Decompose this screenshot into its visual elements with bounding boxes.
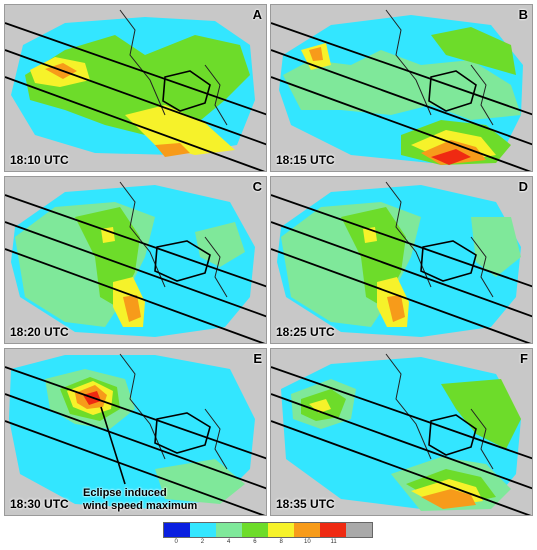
colorbar-legend: 0 2 4 6 8 10 11 [163,522,373,546]
colorbar-swatch [320,523,346,537]
panel-a: A 18:10 UTC [4,4,267,172]
panel-timestamp: 18:20 UTC [10,325,69,339]
eclipse-annotation: Eclipse induced wind speed maximum [83,487,197,513]
panel-timestamp: 18:30 UTC [10,497,69,511]
colorbar [163,522,373,538]
colorbar-tick-label: 4 [226,539,231,545]
annotation-line-2: wind speed maximum [83,500,198,512]
panel-f: F 18:35 UTC [270,348,533,516]
panel-label: A [252,7,262,22]
panel-c: C 18:20 UTC [4,176,267,344]
colorbar-swatch [346,523,372,537]
map-panel-a [5,5,266,171]
panel-timestamp: 18:10 UTC [10,153,69,167]
colorbar-tick-label: 6 [253,539,257,545]
panel-timestamp: 18:25 UTC [276,325,335,339]
map-panel-b [271,5,532,171]
colorbar-swatch [164,523,190,537]
colorbar-tick-label: 10 [304,539,311,545]
panel-label: B [518,7,528,22]
panel-label: F [520,351,528,366]
panel-label: E [253,351,262,366]
panel-grid: A 18:10 UTC B 18:15 UTC [4,4,533,516]
map-panel-d [271,177,532,343]
map-panel-c [5,177,266,343]
colorbar-ticks: 0 2 4 6 8 10 11 [163,538,373,548]
colorbar-tick-label: 0 [174,539,178,545]
colorbar-tick-label: 8 [279,539,283,545]
annotation-line-1: Eclipse induced [83,487,167,499]
panel-label: C [252,179,262,194]
panel-e: E 18:30 UTC Eclipse induced wind speed m… [4,348,267,516]
colorbar-swatch [190,523,216,537]
panel-label: D [518,179,528,194]
panel-b: B 18:15 UTC [270,4,533,172]
map-panel-e [5,349,266,515]
colorbar-swatch [242,523,268,537]
colorbar-tick-label: 11 [330,539,337,545]
map-panel-f [271,349,532,515]
panel-d: D 18:25 UTC [270,176,533,344]
colorbar-swatch [216,523,242,537]
colorbar-swatch [268,523,294,537]
panel-timestamp: 18:15 UTC [276,153,335,167]
colorbar-tick-label: 2 [200,539,205,545]
panel-timestamp: 18:35 UTC [276,497,335,511]
colorbar-swatch [294,523,320,537]
